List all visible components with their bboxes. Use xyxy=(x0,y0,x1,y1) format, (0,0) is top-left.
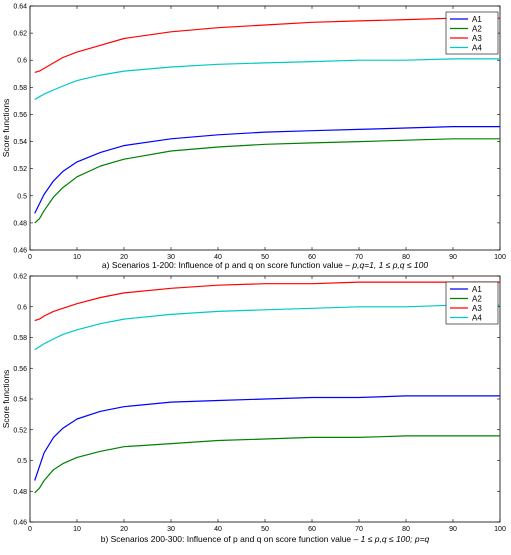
x-tick-label: 50 xyxy=(261,254,269,261)
y-tick-label: 0.5 xyxy=(17,193,27,200)
legend-label-a2: A2 xyxy=(472,25,482,34)
x-tick-label: 70 xyxy=(355,526,363,533)
series-line-a4 xyxy=(34,304,500,351)
x-tick-label: 100 xyxy=(494,526,506,533)
legend-label-a1: A1 xyxy=(472,15,482,24)
x-tick-label: 30 xyxy=(167,254,175,261)
x-tick-label: 0 xyxy=(28,254,32,261)
x-tick-label: 90 xyxy=(449,526,457,533)
chart-caption: a) Scenarios 1-200: Influence of p and q… xyxy=(102,260,428,270)
x-tick-label: 80 xyxy=(402,526,410,533)
x-tick-label: 60 xyxy=(308,526,316,533)
caption-main: a) Scenarios 1-200: Influence of p and q… xyxy=(102,260,352,270)
legend-label-a2: A2 xyxy=(472,295,482,304)
x-tick-label: 100 xyxy=(494,254,506,261)
caption-italic: 1 ≤ p,q ≤ 100; p=q xyxy=(361,534,430,544)
chart-a: 0 10 20 30 40 50 60 70 80 90 100 0.46 0.48 0.5 0.52 0.5… xyxy=(1,4,506,271)
chart-b: 0 10 20 30 40 50 60 70 80 90 100 0.46 0.48 0.5 0.52 0.5… xyxy=(1,274,506,545)
y-axis-label: Score functions xyxy=(1,370,11,429)
y-tick-label: 0.56 xyxy=(13,366,27,373)
y-tick-label: 0.6 xyxy=(17,304,27,311)
y-tick-label: 0.5 xyxy=(17,458,27,465)
legend-label-a3: A3 xyxy=(472,34,482,43)
y-tick-label: 0.48 xyxy=(13,489,27,496)
legend-label-a3: A3 xyxy=(472,304,482,313)
x-tick-label: 30 xyxy=(167,526,175,533)
caption-italic: p,q=1, 1 ≤ p,q ≤ 100 xyxy=(351,260,428,270)
x-tick-label: 40 xyxy=(214,526,222,533)
plot-area xyxy=(29,5,501,251)
y-tick-label: 0.58 xyxy=(13,85,27,92)
series-line-a4 xyxy=(34,58,500,101)
x-tick-label: 90 xyxy=(449,254,457,261)
series-line-a2 xyxy=(34,435,500,494)
legend-label-a1: A1 xyxy=(472,285,482,294)
legend-label-a4: A4 xyxy=(472,44,482,53)
x-tick-label: 10 xyxy=(73,254,81,261)
y-tick-label: 0.64 xyxy=(13,4,27,11)
y-tick-label: 0.48 xyxy=(13,220,27,227)
x-tick-label: 50 xyxy=(261,526,269,533)
x-tick-label: 20 xyxy=(120,254,128,261)
x-tick-label: 20 xyxy=(120,526,128,533)
y-tick-label: 0.54 xyxy=(13,397,27,404)
y-tick-label: 0.6 xyxy=(17,58,27,65)
x-tick-label: 0 xyxy=(28,526,32,533)
x-tick-label: 10 xyxy=(73,526,81,533)
y-tick-label: 0.46 xyxy=(13,520,27,527)
y-tick-label: 0.62 xyxy=(13,274,27,281)
series-line-a1 xyxy=(34,125,500,214)
y-tick-label: 0.54 xyxy=(13,139,27,146)
y-tick-label: 0.52 xyxy=(13,427,27,434)
y-tick-label: 0.58 xyxy=(13,335,27,342)
caption-main: b) Scenarios 200-300: Influence of p and… xyxy=(101,534,361,544)
y-tick-label: 0.46 xyxy=(13,248,27,255)
series-line-a3 xyxy=(34,281,500,322)
series-line-a2 xyxy=(34,138,500,224)
y-axis-label: Score functions xyxy=(1,99,11,158)
x-tick-label: 80 xyxy=(402,254,410,261)
chart-caption: b) Scenarios 200-300: Influence of p and… xyxy=(101,534,430,544)
y-tick-label: 0.56 xyxy=(13,112,27,119)
series-line-a1 xyxy=(34,395,500,481)
series-line-a3 xyxy=(34,17,500,73)
x-tick-label: 40 xyxy=(214,254,222,261)
x-tick-label: 70 xyxy=(355,254,363,261)
legend-label-a4: A4 xyxy=(472,314,482,323)
x-tick-label: 60 xyxy=(308,254,316,261)
y-tick-label: 0.52 xyxy=(13,166,27,173)
y-tick-label: 0.62 xyxy=(13,31,27,38)
